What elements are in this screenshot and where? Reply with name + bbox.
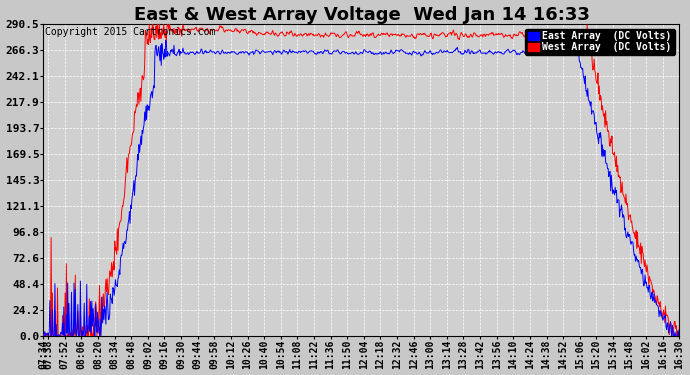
Title: East & West Array Voltage  Wed Jan 14 16:33: East & West Array Voltage Wed Jan 14 16:…	[134, 6, 589, 24]
Text: Copyright 2015 Cartronics.com: Copyright 2015 Cartronics.com	[45, 27, 215, 37]
Legend: East Array  (DC Volts), West Array  (DC Volts): East Array (DC Volts), West Array (DC Vo…	[525, 28, 675, 56]
